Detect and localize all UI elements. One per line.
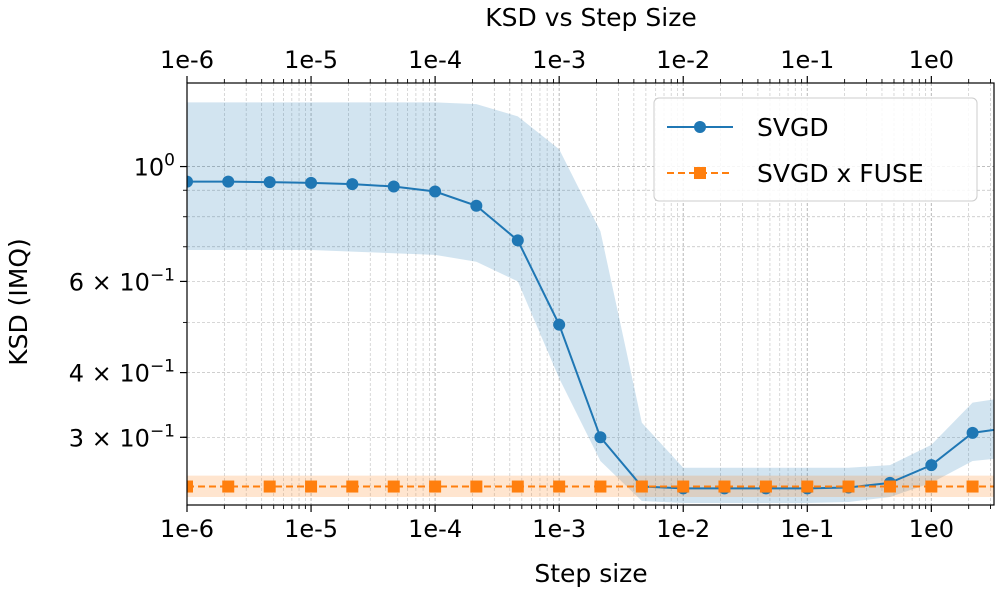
point-svgd-fuse	[759, 480, 772, 493]
legend-label-svgd: SVGD	[757, 113, 829, 142]
point-svgd-fuse	[222, 480, 235, 493]
point-svgd-fuse	[553, 480, 566, 493]
x-axis-label: Step size	[534, 559, 647, 588]
chart-title: KSD vs Step Size	[485, 3, 696, 32]
point-svgd	[263, 176, 276, 189]
point-svgd-fuse	[677, 480, 690, 493]
legend: SVGD SVGD x FUSE	[653, 97, 978, 202]
point-svgd	[305, 176, 318, 189]
plot-area: 1e-6 1e-6 1e-5 1e-5 1e-4 1e-4 1e-3 1e-3 1e-2 1e-2…	[69, 46, 995, 543]
plot-frame	[186, 82, 995, 506]
point-svgd-fuse	[842, 480, 855, 493]
point-svgd-fuse	[801, 480, 814, 493]
point-svgd	[470, 199, 483, 212]
x-tick-label-top: 1e-4	[408, 46, 462, 74]
point-svgd-fuse	[346, 480, 359, 493]
point-svgd-fuse	[429, 480, 442, 493]
y-tick-label: 3 × 10−1	[69, 421, 175, 452]
point-svgd	[553, 318, 566, 331]
x-tick-label-bottom: 1e-1	[780, 515, 834, 543]
point-svgd-fuse	[718, 480, 731, 493]
point-svgd	[222, 175, 235, 188]
x-tick-label-top: 1e-5	[284, 46, 338, 74]
x-tick-label-top: 1e-2	[656, 46, 710, 74]
point-svgd-fuse	[387, 480, 400, 493]
point-svgd-fuse	[925, 480, 938, 493]
x-tick-label-bottom: 1e-5	[284, 515, 338, 543]
x-tick-label-bottom: 1e-4	[408, 515, 462, 543]
legend-frame	[653, 97, 978, 202]
legend-label-svgd-fuse: SVGD x FUSE	[757, 159, 924, 188]
x-tick-label-bottom: 1e0	[909, 515, 954, 543]
y-tick-label: 4 × 10−1	[69, 357, 175, 388]
point-svgd-fuse	[883, 480, 896, 493]
point-svgd-fuse	[594, 480, 607, 493]
x-tick-label-top: 1e-3	[532, 46, 586, 74]
point-svgd	[511, 234, 524, 247]
point-svgd	[429, 185, 442, 198]
point-svgd	[387, 180, 400, 193]
x-tick-label-top: 1e0	[909, 46, 954, 74]
x-tick-label-bottom: 1e-2	[656, 515, 710, 543]
x-tick-label-bottom: 1e-6	[160, 515, 214, 543]
x-tick-label-top: 1e-1	[780, 46, 834, 74]
point-svgd	[966, 426, 979, 439]
y-axis-label: KSD (IMQ)	[4, 238, 33, 366]
data-layer	[187, 102, 994, 503]
x-tick-label-top: 1e-6	[160, 46, 214, 74]
point-svgd-fuse	[187, 480, 193, 493]
point-svgd	[594, 431, 607, 444]
point-svgd	[925, 459, 938, 472]
point-svgd	[346, 178, 359, 191]
x-tick-label-bottom: 1e-3	[532, 515, 586, 543]
y-tick-label: 6 × 10−1	[69, 265, 175, 296]
y-tick-label: 100	[134, 151, 175, 182]
legend-marker-svgd-fuse	[694, 167, 706, 179]
grid-lines	[186, 83, 994, 505]
point-svgd	[187, 175, 193, 188]
point-svgd-fuse	[635, 480, 648, 493]
point-svgd-fuse	[966, 480, 979, 493]
point-svgd-fuse	[470, 480, 483, 493]
legend-marker-svgd	[694, 121, 706, 133]
point-svgd-fuse	[263, 480, 276, 493]
band-svgd	[187, 102, 994, 503]
point-svgd-fuse	[305, 480, 318, 493]
point-svgd-fuse	[511, 480, 524, 493]
